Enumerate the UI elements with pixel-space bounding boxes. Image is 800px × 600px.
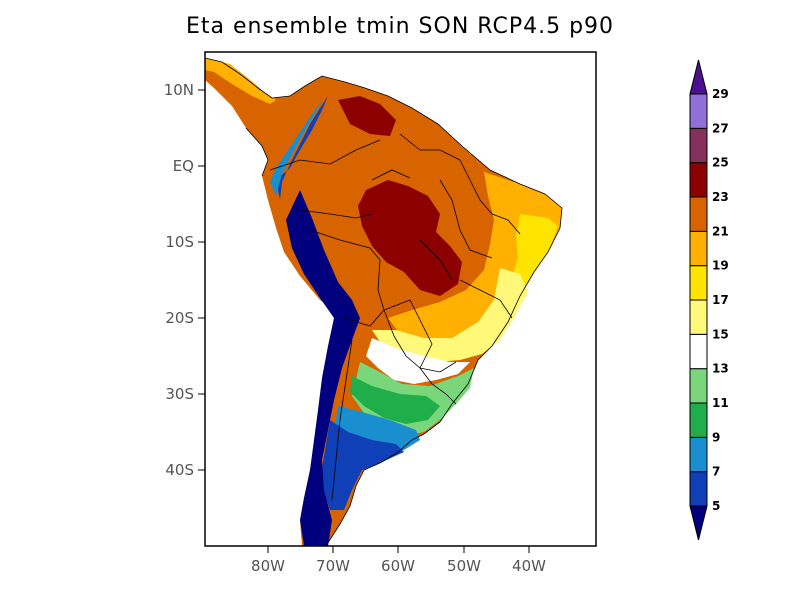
hot-north-region — [338, 96, 396, 136]
colorbar-swatch — [689, 196, 708, 232]
lat-label-10n: 10N — [164, 81, 194, 99]
temperature-field — [205, 57, 563, 546]
colorbar-swatch — [689, 93, 708, 129]
colorbar-label: 25 — [712, 156, 729, 170]
lat-axis: 10N EQ 10S 20S 30S 40S — [164, 81, 205, 479]
colorbar-label: 23 — [712, 190, 729, 204]
andes-cold-region — [286, 190, 360, 546]
colorbar-swatch — [689, 299, 708, 335]
colorbar-label: 11 — [712, 396, 729, 410]
colorbar-swatch — [689, 471, 708, 507]
band-13-15 — [366, 338, 470, 384]
lon-axis: 80W 70W 60W 50W 40W — [251, 546, 546, 575]
andes-north-teal — [270, 100, 322, 196]
colorbar-under-arrow — [689, 505, 708, 541]
colorbar-label: 7 — [712, 465, 720, 479]
colorbar-label: 17 — [712, 293, 729, 307]
band-9-11 — [350, 376, 440, 424]
lon-label-70w: 70W — [316, 557, 350, 575]
colorbar-swatch — [689, 436, 708, 473]
band-19-21 — [388, 172, 562, 352]
colorbar: 5 7 9 11 13 15 17 19 21 23 25 27 29 — [689, 59, 729, 541]
country-borders — [205, 57, 563, 546]
colorbar-label: 5 — [712, 499, 720, 513]
lat-label-eq: EQ — [173, 157, 194, 175]
colorbar-swatch — [689, 162, 708, 198]
colorbar-swatch — [689, 230, 708, 267]
lon-label-60w: 60W — [381, 557, 415, 575]
map-frame — [204, 51, 597, 547]
lon-label-80w: 80W — [251, 557, 285, 575]
colorbar-swatch — [689, 127, 708, 164]
colorbar-label: 19 — [712, 259, 729, 273]
colorbar-swatch — [689, 333, 708, 370]
colorbar-swatch — [689, 368, 708, 404]
colorbar-label: 27 — [712, 121, 729, 135]
lon-label-40w: 40W — [512, 557, 546, 575]
colorbar-over-arrow — [689, 59, 708, 95]
lon-label-50w: 50W — [447, 557, 481, 575]
map-title: Eta ensemble tmin SON RCP4.5 p90 — [185, 14, 615, 39]
lat-label-30s: 30S — [165, 385, 194, 403]
band-17-19 — [448, 214, 558, 352]
band-15-17 — [372, 268, 528, 362]
central-america — [205, 58, 276, 104]
colorbar-label: 29 — [712, 87, 729, 101]
lat-label-20s: 20S — [165, 309, 194, 327]
andes-north-cold — [276, 96, 328, 200]
band-5-7 — [320, 420, 404, 510]
hot-core-region — [358, 180, 462, 296]
colorbar-swatch — [689, 402, 708, 438]
colorbar-swatch — [689, 265, 708, 301]
colorbar-label: 15 — [712, 327, 729, 341]
colorbar-label: 9 — [712, 430, 720, 444]
lat-label-40s: 40S — [165, 461, 194, 479]
lat-label-10s: 10S — [165, 233, 194, 251]
continent-base — [205, 58, 562, 546]
colorbar-label: 21 — [712, 224, 729, 238]
colorbar-label: 13 — [712, 362, 729, 376]
